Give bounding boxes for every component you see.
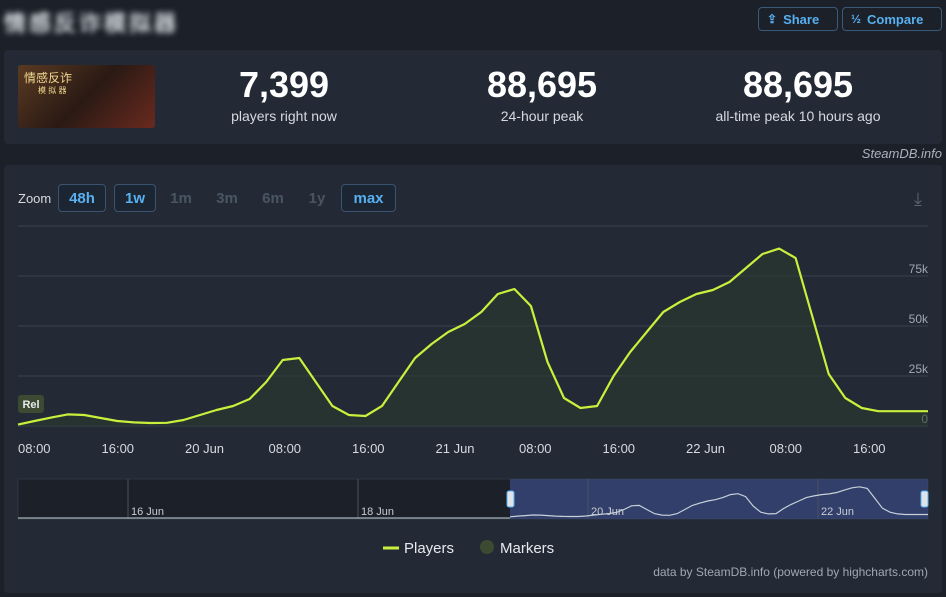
thumb-subtitle: 模 拟 器 [38, 86, 67, 95]
share-button[interactable]: ⇪ Share [758, 7, 838, 31]
x-tick-label: 08:00 [269, 441, 302, 456]
stat-value: 88,695 [486, 64, 598, 105]
steamdb-credit[interactable]: SteamDB.info [861, 146, 942, 161]
zoom-3m-button[interactable]: 3m [216, 189, 238, 207]
zoom-48h-button[interactable]: 48h [58, 184, 106, 212]
navigator-handle-left[interactable] [506, 490, 515, 508]
x-tick-label: 08:00 [519, 441, 552, 456]
stat-label: 24-hour peak [500, 108, 584, 124]
y-tick-label: 50k [909, 312, 929, 326]
game-thumbnail[interactable]: 情感反诈 模 拟 器 [18, 65, 155, 128]
stat-label: players right now [231, 108, 337, 124]
x-tick-label: 16:00 [603, 441, 636, 456]
x-tick-label: 22 Jun [686, 441, 725, 456]
share-icon: ⇪ [767, 12, 778, 26]
compare-icon: ½ [851, 12, 862, 26]
chart-footer[interactable]: data by SteamDB.info (powered by highcha… [653, 565, 928, 579]
game-title: 情感反诈模拟器 [4, 11, 180, 36]
stat-value: 7,399 [238, 64, 330, 105]
stat-24h-peak: 88,695 24-hour peak [432, 64, 652, 124]
players-line[interactable] [17, 247, 928, 426]
stat-label: all-time peak 10 hours ago [715, 108, 881, 124]
zoom-1w-button[interactable]: 1w [114, 184, 156, 212]
zoom-6m-button[interactable]: 6m [262, 189, 284, 207]
navigator-label: 22 Jun [821, 506, 854, 518]
share-label: Share [783, 11, 820, 27]
navigator-label: 18 Jun [361, 506, 394, 518]
y-tick-label: 75k [909, 262, 929, 276]
x-tick-label: 21 Jun [436, 441, 475, 456]
zoom-label: Zoom [18, 191, 52, 206]
x-tick-label: 08:00 [18, 441, 51, 456]
x-tick-label: 20 Jun [185, 441, 224, 456]
x-tick-label: 16:00 [352, 441, 385, 456]
compare-label: Compare [867, 11, 924, 27]
download-icon[interactable]: ⤓ [914, 189, 922, 209]
players-area [18, 248, 928, 426]
stat-value: 88,695 [742, 64, 854, 105]
navigator-label: 16 Jun [131, 506, 164, 518]
legend-markers-swatch[interactable] [480, 540, 494, 554]
rel-flag-label: Rel [22, 399, 39, 411]
legend-markers-label[interactable]: Markers [500, 540, 554, 557]
zoom-1m-button[interactable]: 1m [170, 189, 192, 207]
x-tick-label: 16:00 [853, 441, 886, 456]
x-tick-label: 08:00 [770, 441, 803, 456]
stat-current: 7,399 players right now [174, 64, 394, 124]
thumb-title: 情感反诈 [24, 71, 73, 85]
stats-panel: 情感反诈 模 拟 器 7,399 players right now 88,69… [4, 50, 942, 144]
zoom-1y-button[interactable]: 1y [308, 189, 326, 207]
navigator-line [509, 486, 928, 518]
y-tick-label: 25k [909, 362, 929, 376]
top-bar: 情感反诈模拟器 ⇪ Share ½ Compare [0, 0, 946, 44]
x-tick-label: 16:00 [102, 441, 135, 456]
legend-players-label[interactable]: Players [404, 540, 454, 557]
stat-all-time-peak: 88,695 all-time peak 10 hours ago [688, 64, 908, 124]
navigator-handle-right[interactable] [920, 490, 929, 508]
rel-flag[interactable] [18, 395, 44, 413]
compare-button[interactable]: ½ Compare [842, 7, 942, 31]
zoom-max-button[interactable]: max [341, 184, 396, 212]
